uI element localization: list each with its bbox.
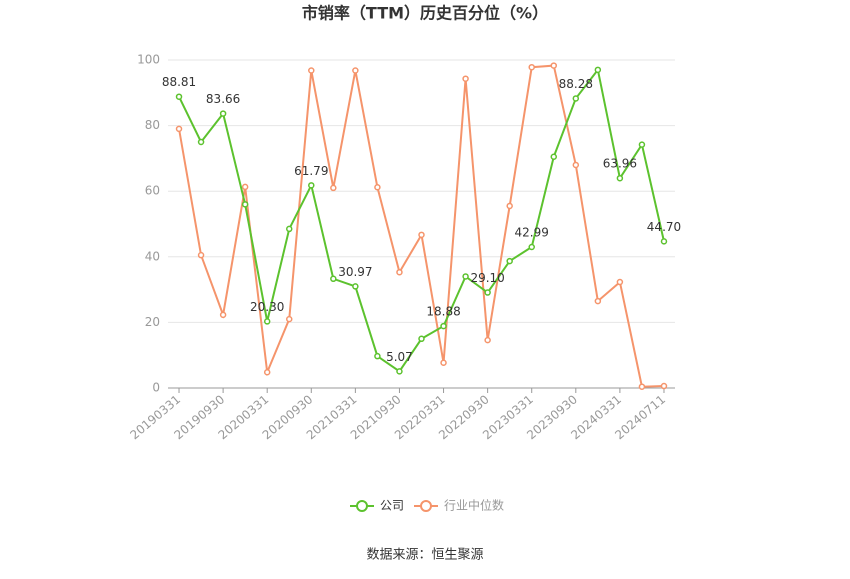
point [550,153,558,161]
source: 数据来源：恒生聚源 [366,548,483,563]
data-label: 20.30 [250,300,284,314]
point [219,311,227,319]
point [594,297,602,305]
point [197,138,205,146]
point [374,352,381,360]
data-label: 30.97 [338,265,372,279]
data-label: 88.28 [559,77,593,91]
y-tick-label: 80 [145,118,160,132]
point [462,273,469,280]
data-label: 61.79 [294,164,328,178]
point [528,63,535,71]
point [616,278,624,286]
point [506,257,513,265]
y-tick-label: 0 [152,381,160,395]
data-label: 18.88 [426,305,460,319]
point [308,182,315,189]
point [175,93,183,100]
data-label: 42.99 [515,225,549,239]
point [572,161,580,169]
data-label: 44.70 [647,220,681,234]
point [440,359,447,366]
point [484,289,491,296]
data-label: 63.96 [603,157,637,171]
point [638,383,646,390]
point [528,243,535,251]
series-line [178,67,665,373]
point [374,184,381,191]
point [285,315,293,323]
point [418,231,425,239]
point [241,183,249,191]
point [572,95,580,102]
point [197,251,205,259]
point [352,67,359,74]
legend-label: 行业中位数 [444,498,504,513]
point [330,184,337,192]
point [219,110,227,117]
data-label: 5.07 [386,350,413,364]
y-tick-label: 60 [145,184,160,198]
legend-marker [420,500,432,512]
legend-label: 公司 [380,499,404,513]
point [330,275,337,283]
chart-title: 市销率（TTM）历史百分位（%） [302,4,548,23]
point [396,368,403,375]
data-label: 29.10 [470,271,504,285]
y-tick-label: 20 [145,315,160,329]
point [285,225,293,233]
point [352,283,359,290]
data-label: 83.66 [206,92,240,106]
point [616,174,624,182]
y-tick-label: 40 [145,249,160,263]
data-label: 88.81 [162,75,196,89]
point [550,62,558,69]
point [660,238,668,245]
y-tick-label: 100 [137,53,160,67]
point [308,67,315,74]
point [175,125,183,133]
point [263,318,271,325]
point [418,335,425,343]
point [660,382,668,390]
point [594,66,602,74]
point [506,202,513,210]
point [638,141,646,148]
point [241,201,249,208]
legend-marker [356,500,368,512]
point [484,336,491,344]
point [396,268,403,276]
point [263,369,271,376]
point [440,322,447,330]
point [462,75,469,82]
